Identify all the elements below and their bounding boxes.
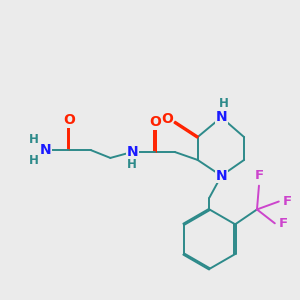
Text: N: N [215,169,227,183]
Text: N: N [215,110,227,124]
Text: O: O [63,113,75,127]
Text: N: N [126,145,138,159]
Text: F: F [283,195,292,208]
Text: H: H [29,154,39,167]
Text: O: O [149,115,161,129]
Text: F: F [279,217,288,230]
Text: F: F [254,169,263,182]
Text: H: H [127,158,137,171]
Text: N: N [40,143,52,157]
Text: H: H [29,133,39,146]
Text: O: O [161,112,173,126]
Text: H: H [218,97,228,110]
